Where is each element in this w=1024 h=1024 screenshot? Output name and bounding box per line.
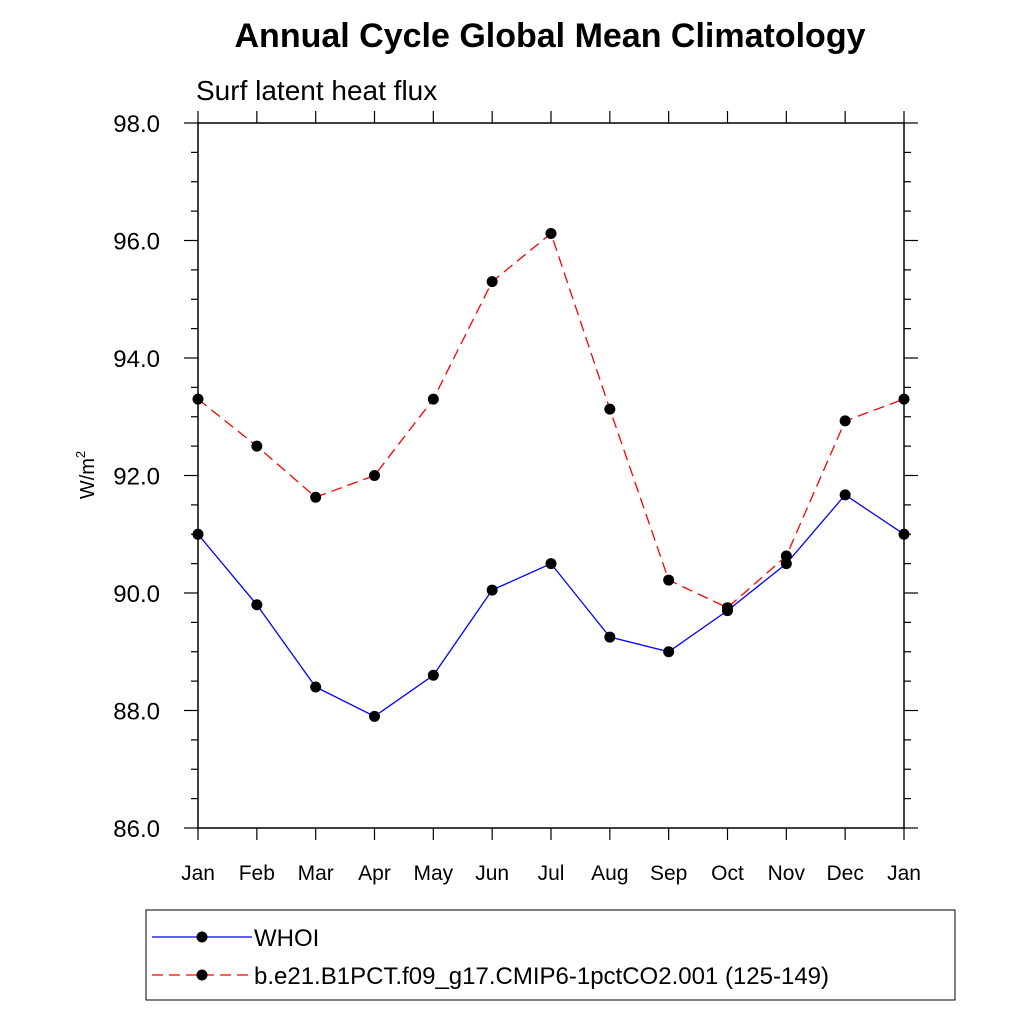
x-tick-label: Aug [591,862,628,885]
y-tick-label: 98.0 [113,111,160,138]
y-axis-label: W/m2 [73,451,99,499]
ticks-layer [184,111,918,840]
legend: WHOI b.e21.B1PCT.f09_g17.CMIP6-1pctCO2.00… [145,909,956,1001]
series-0-point [427,669,439,681]
series-1-point [780,550,792,562]
series-1-point [427,393,439,405]
y-tick-labels: 86.0 88.0 90.0 92.0 94.0 96.0 98.0 [113,111,160,843]
series-0-point [251,599,263,611]
chart-subtitle: Surf latent heat flux [196,75,437,106]
y-tick-label: 90.0 [113,581,160,608]
y-tick-label: 86.0 [113,816,160,843]
series-0-point [663,646,675,658]
series-1-point [369,470,380,481]
x-tick-label: Oct [711,862,744,885]
series-1-point [310,491,322,503]
series-0-point [545,558,557,570]
y-axis-label-exponent: 2 [73,451,88,458]
series-1-point [545,227,557,239]
x-tick-label: Sep [650,862,687,885]
series-0-point [369,710,380,722]
x-tick-label: Jul [538,862,565,885]
series-1-point [604,403,616,415]
y-tick-label: 94.0 [113,346,160,373]
series-0-point [839,489,851,501]
y-tick-label: 96.0 [113,229,160,256]
x-tick-label: Jan [181,862,215,885]
series-0-point [604,631,616,643]
series-1-point [722,602,733,614]
x-tick-labels: Jan Feb Mar Apr May Jun Jul Aug Sep Oct Nov Dec Jan [181,862,921,885]
x-tick-label: Nov [768,862,806,885]
y-tick-label: 88.0 [113,699,160,726]
chart-title: Annual Cycle Global Mean Climatology [235,17,866,55]
x-tick-label: Apr [358,862,391,885]
series-1-point [486,276,498,288]
x-tick-label: May [413,862,453,885]
x-tick-label: Feb [239,862,275,885]
x-tick-label: Mar [298,862,334,885]
legend-marker-1 [196,969,208,981]
plot-frame [197,122,905,829]
x-tick-label: Jun [475,862,509,885]
series-0-point [780,558,792,570]
series-1-point [663,574,675,586]
legend-label-1: b.e21.B1PCT.f09_g17.CMIP6-1pctCO2.001 (1… [254,963,829,990]
series-1-point [839,415,851,427]
x-tick-label: Dec [826,862,863,885]
series-0-point [486,584,498,596]
y-tick-label: 92.0 [113,464,160,491]
series-layer [192,227,910,722]
legend-marker-0 [196,931,208,943]
series-0-point [310,681,322,693]
x-tick-label: Jan [887,862,921,885]
series-1-point [251,440,263,452]
legend-box [145,909,956,1001]
y-axis-label-base: W/m [77,458,99,499]
legend-label-0: WHOI [254,925,319,952]
legend-entries: WHOI b.e21.B1PCT.f09_g17.CMIP6-1pctCO2.00… [152,925,829,990]
series-line-1 [197,232,905,609]
